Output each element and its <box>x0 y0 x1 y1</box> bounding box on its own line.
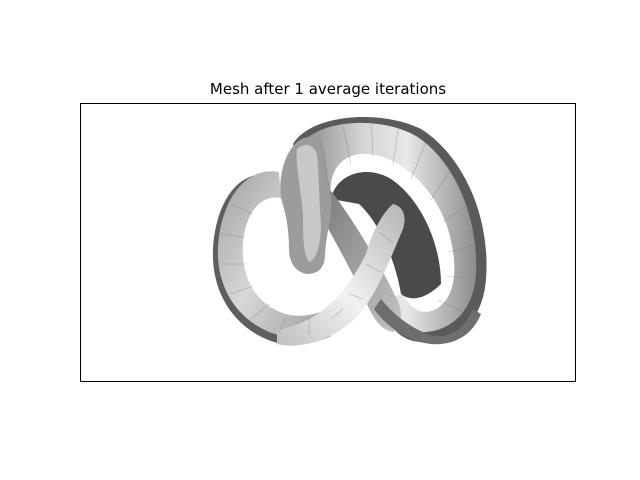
knot-left-loop <box>217 171 329 337</box>
mesh-render <box>212 117 487 346</box>
mesh-facet-lines <box>220 117 477 334</box>
axes-frame <box>80 103 576 382</box>
plot-title: Mesh after 1 average iterations <box>209 80 447 98</box>
knot-upper-strand-highlight <box>296 144 321 262</box>
knot-front-band <box>277 204 405 346</box>
knot-back-band <box>319 189 401 332</box>
knot-lower-right <box>374 299 481 345</box>
knot-right-loop <box>301 122 477 333</box>
